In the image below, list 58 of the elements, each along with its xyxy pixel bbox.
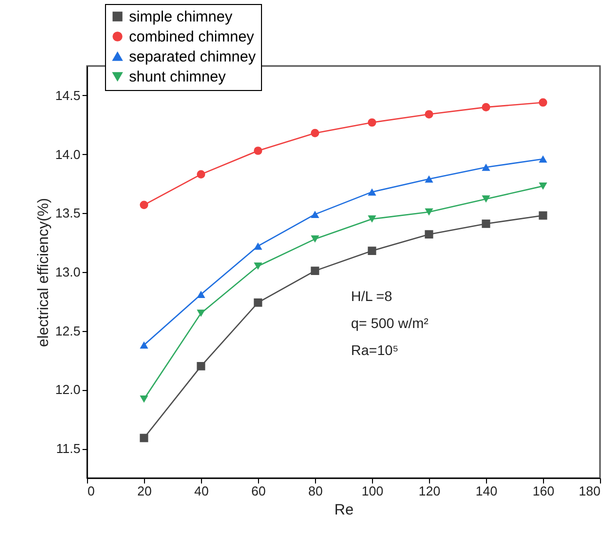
legend-label: simple chimney <box>129 8 233 26</box>
x-tick-label: 160 <box>532 484 554 498</box>
y-tick-label: 14.5 <box>55 88 80 103</box>
x-tick-label: 80 <box>308 484 323 498</box>
annotation: Ra=10⁵ <box>351 342 398 358</box>
y-tick-label: 11.5 <box>56 441 80 456</box>
point <box>140 396 148 403</box>
legend-label: combined chimney <box>129 28 255 46</box>
x-tick-label: 20 <box>137 484 152 498</box>
x-tick-label: 180 <box>578 484 600 498</box>
point <box>368 118 376 127</box>
point <box>140 341 148 349</box>
y-tick-label: 12.0 <box>55 382 80 398</box>
annotation: H/L =8 <box>351 288 392 304</box>
y-tick-label: 14.0 <box>55 146 80 162</box>
point <box>538 211 548 220</box>
point <box>310 128 320 138</box>
point <box>196 290 206 298</box>
point <box>482 220 490 228</box>
point <box>254 242 262 250</box>
point <box>310 235 320 243</box>
point <box>538 155 548 163</box>
point <box>254 146 262 155</box>
point <box>196 170 206 178</box>
x-tick-label: 60 <box>251 484 266 498</box>
point <box>538 98 548 107</box>
annotation: q= 500 w/m² <box>351 315 429 331</box>
point <box>310 266 320 276</box>
point <box>196 362 206 370</box>
x-tick-label: 140 <box>476 484 498 498</box>
point <box>538 182 548 190</box>
point <box>424 230 434 239</box>
point <box>310 210 320 218</box>
point <box>368 246 376 255</box>
point <box>482 103 490 112</box>
point <box>424 208 434 216</box>
y-axis-title: electrical efficiency(%) <box>35 198 52 347</box>
x-tick-label: 40 <box>194 484 209 498</box>
legend-label: shunt chimney <box>129 68 226 86</box>
y-tick-label: 12.5 <box>55 323 80 338</box>
point <box>140 200 148 210</box>
point <box>424 175 434 183</box>
point <box>196 310 206 317</box>
x-tick-label: 100 <box>362 484 384 498</box>
y-tick-label: 13.0 <box>55 264 80 280</box>
x-tick-label: 120 <box>418 484 440 498</box>
point <box>254 298 262 307</box>
point <box>254 262 262 270</box>
point <box>482 164 490 171</box>
x-tick-label: 0 <box>88 484 95 498</box>
point <box>368 188 376 196</box>
point <box>368 215 376 223</box>
legend-label: separated chimney <box>129 48 256 66</box>
point <box>482 195 490 203</box>
y-tick-label: 13.5 <box>55 206 80 221</box>
x-axis-title: Re <box>334 502 354 518</box>
point <box>424 110 434 118</box>
point <box>140 434 148 442</box>
